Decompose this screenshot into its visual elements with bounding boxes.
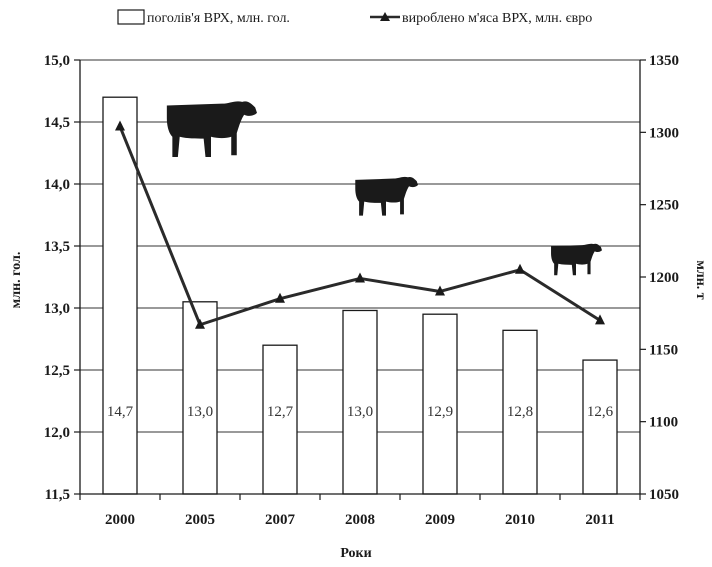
x-tick-label: 2007	[265, 512, 296, 528]
bar	[342, 309, 378, 495]
bar	[182, 301, 218, 495]
y-right-axis-title: млн. т	[693, 260, 708, 299]
bar	[502, 329, 538, 495]
y-left-tick-label: 15,0	[44, 53, 70, 69]
x-tick-label: 2005	[185, 512, 215, 528]
line-point	[435, 285, 445, 296]
y-left-tick-label: 11,5	[45, 487, 70, 503]
bar-data-label: 12,9	[427, 404, 453, 420]
y-right-tick-label: 1150	[649, 342, 678, 358]
y-left-tick-label: 13,0	[44, 301, 70, 317]
bar	[422, 313, 458, 495]
y-right-tick-label: 1200	[649, 270, 679, 286]
bars: 14,7 13,0 12,7 13,0 12,9 12,8 12,6	[102, 96, 618, 495]
y-right-tick-label: 1100	[649, 415, 678, 431]
bar-data-label: 12,6	[587, 404, 614, 420]
cow-icon-small	[551, 243, 602, 276]
y-left-tick-label: 14,5	[44, 115, 70, 131]
bar-data-label: 14,7	[107, 404, 134, 420]
line-series	[115, 120, 605, 329]
y-left-tick-label: 12,5	[44, 363, 70, 379]
bar-data-label: 12,8	[507, 404, 533, 420]
y-left-tick-label: 13,5	[44, 239, 70, 255]
line-path	[118, 125, 601, 327]
bar-data-label: 13,0	[347, 404, 373, 420]
x-tick-label: 2009	[425, 512, 455, 528]
y-left-tick-label: 12,0	[44, 425, 70, 441]
x-tick-label: 2000	[105, 512, 135, 528]
bar	[582, 359, 618, 495]
bar	[262, 344, 298, 495]
x-tick-label: 2011	[585, 512, 614, 528]
legend-marker-triangle	[380, 12, 390, 21]
y-right-tick-label: 1350	[649, 53, 679, 69]
x-tick-label: 2010	[505, 512, 535, 528]
x-axis-title: Роки	[340, 546, 371, 561]
line-point	[195, 318, 205, 329]
cow-icon-large	[166, 101, 257, 158]
y-left-tick-label: 14,0	[44, 177, 70, 193]
y-right-tick-label: 1300	[649, 125, 679, 141]
axes: 11,5 12,0 12,5 13,0 13,5 14,0 14,5 15,0 1050 1100…	[44, 53, 679, 528]
legend-swatch-bar	[117, 9, 145, 25]
legend-label-line: вироблено м'яса ВРХ, млн. євро	[402, 11, 592, 26]
legend-label-bar: поголів'я ВРХ, млн. гол.	[147, 11, 290, 26]
bar-data-label: 13,0	[187, 404, 213, 420]
cow-icon-medium	[355, 176, 418, 216]
y-left-axis-title: млн. гол.	[9, 252, 24, 309]
y-right-tick-label: 1050	[649, 487, 679, 503]
line-point	[595, 314, 605, 325]
bar-data-label: 12,7	[267, 404, 294, 420]
line-point	[115, 120, 125, 131]
legend: поголів'я ВРХ, млн. гол. вироблено м'яса…	[117, 9, 592, 26]
y-right-tick-label: 1250	[649, 198, 679, 214]
line-point	[355, 272, 365, 283]
line-point	[275, 292, 285, 303]
line-point	[515, 263, 525, 274]
x-tick-label: 2008	[345, 512, 375, 528]
